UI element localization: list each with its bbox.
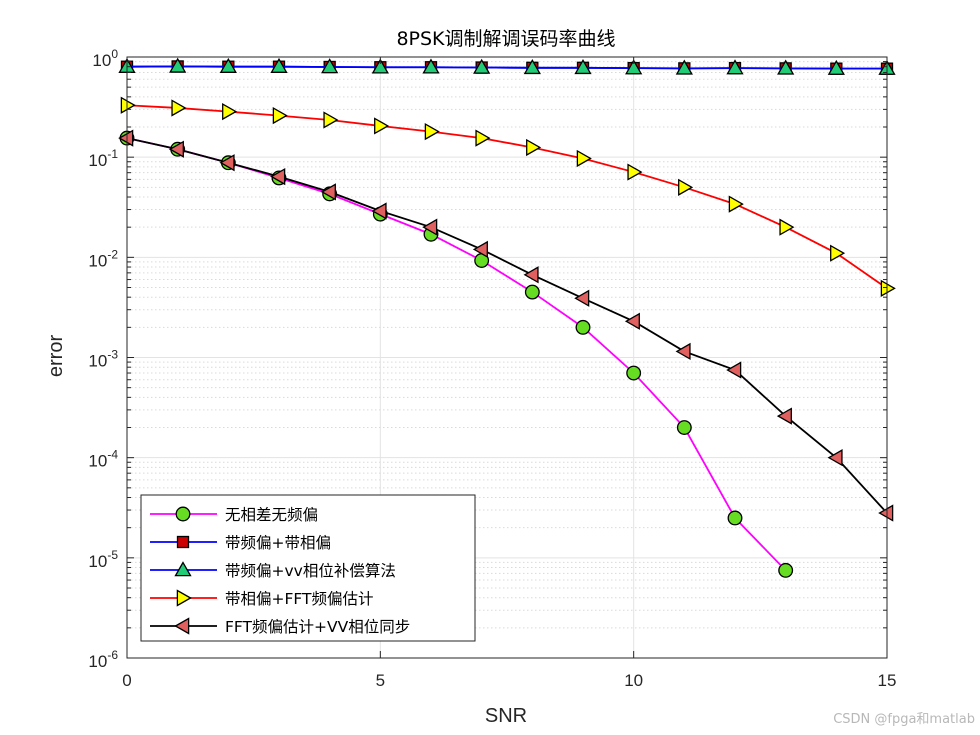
- y-tick-label: 10-6: [88, 648, 118, 671]
- series-4-point: [424, 122, 440, 141]
- x-tick-label: 15: [878, 671, 897, 690]
- series-1-point: [626, 365, 642, 381]
- legend-marker: [174, 561, 192, 577]
- series-3: [118, 57, 896, 75]
- legend-item-2: 带频偏+带相偏: [150, 534, 331, 552]
- series-4-point: [222, 102, 238, 121]
- x-tick-label: 10: [624, 671, 643, 690]
- series-5-point: [523, 266, 539, 284]
- series-5-point: [624, 312, 640, 330]
- y-tick-label: 10-1: [88, 147, 118, 170]
- series-5-point: [270, 167, 286, 186]
- series-3-point: [675, 59, 693, 75]
- series-4-point: [526, 138, 542, 157]
- y-axis-label: error: [45, 335, 67, 378]
- series-1-point: [727, 510, 743, 526]
- series-3-point: [371, 58, 389, 74]
- watermark: CSDN @fpga和matlab: [833, 712, 975, 727]
- legend-item-5: FFT频偏估计+VV相位同步: [150, 617, 410, 636]
- series-3-point: [523, 58, 541, 75]
- series-4: [120, 96, 896, 297]
- grid-lines: [127, 57, 887, 658]
- series-4-point: [272, 106, 288, 125]
- x-tick-label: 0: [122, 671, 131, 690]
- series-4-point: [576, 149, 592, 168]
- legend-item-1: 无相差无频偏: [150, 506, 318, 524]
- y-tick-label: 100: [92, 47, 118, 70]
- series-1-point: [524, 284, 540, 300]
- series-4-point: [779, 218, 795, 236]
- series-3-point: [574, 58, 592, 75]
- series-layer: [118, 57, 896, 578]
- series-5-point: [320, 183, 336, 201]
- series-5-point: [371, 202, 387, 220]
- y-tick-label: 10-5: [88, 548, 118, 571]
- series-3-point: [422, 58, 440, 74]
- axes: [126, 56, 888, 659]
- series-5-point: [422, 218, 438, 236]
- legend-item-4: 带相偏+FFT频偏估计: [150, 589, 374, 608]
- series-3-point: [321, 58, 339, 74]
- legend-label: FFT频偏估计+VV相位同步: [225, 618, 410, 636]
- series-3-point: [169, 57, 187, 73]
- series-1-point: [676, 420, 692, 435]
- series-4-point: [475, 129, 491, 147]
- chart-title: 8PSK调制解调误码率曲线: [396, 28, 615, 50]
- series-5-point: [726, 361, 742, 379]
- series-5-point: [219, 154, 235, 172]
- x-axis-label: SNR: [485, 705, 527, 727]
- series-4-point: [880, 279, 896, 297]
- series-5-point: [168, 140, 184, 158]
- y-tick-label: 10-4: [88, 448, 118, 471]
- series-3-point: [625, 59, 643, 75]
- y-tick-label: 10-3: [88, 348, 118, 371]
- legend-label: 无相差无频偏: [225, 506, 318, 524]
- legend-marker: [175, 506, 191, 522]
- series-3-point: [827, 59, 845, 75]
- series-4-point: [374, 117, 390, 135]
- series-5: [118, 129, 894, 522]
- series-4-point: [171, 99, 187, 117]
- legend-box: [140, 494, 476, 642]
- series-5-point: [574, 289, 590, 307]
- series-5-point: [118, 129, 134, 147]
- series-5-point: [878, 504, 894, 522]
- series-5-point: [675, 342, 691, 361]
- x-tick-label: 5: [376, 671, 385, 690]
- series-4-point: [830, 244, 846, 262]
- series-4-point: [323, 111, 339, 129]
- series-3-point: [777, 59, 795, 75]
- series-5-point: [776, 407, 792, 425]
- series-1-point: [575, 319, 591, 335]
- series-4-point: [728, 195, 744, 213]
- legend-label: 带相偏+FFT频偏估计: [225, 590, 374, 608]
- series-4-line: [126, 104, 888, 290]
- series-3-point: [270, 57, 288, 73]
- tick-labels: 0 5 10 15 100 10-1 10-2 10-3 10-4 10-5 10-6: [88, 47, 896, 690]
- series-5-point: [472, 240, 488, 259]
- legend-item-3: 带频偏+vv相位补偿算法: [150, 561, 396, 580]
- series-4-point: [627, 163, 643, 181]
- series-3-point: [726, 59, 744, 75]
- y-tick-label: 10-2: [88, 247, 118, 270]
- legend-marker: [174, 617, 190, 635]
- series-3-line: [126, 65, 887, 70]
- series-3-point: [219, 57, 237, 73]
- legend-label: 带频偏+带相偏: [225, 534, 331, 552]
- legend-marker: [176, 535, 190, 549]
- series-3-point: [473, 58, 491, 74]
- series-5-point: [827, 449, 843, 467]
- legend-label: 带频偏+vv相位补偿算法: [225, 561, 396, 580]
- legend-marker: [176, 589, 192, 607]
- series-4-point: [678, 178, 694, 196]
- series-5-line: [126, 137, 888, 514]
- series-1-point: [778, 562, 794, 578]
